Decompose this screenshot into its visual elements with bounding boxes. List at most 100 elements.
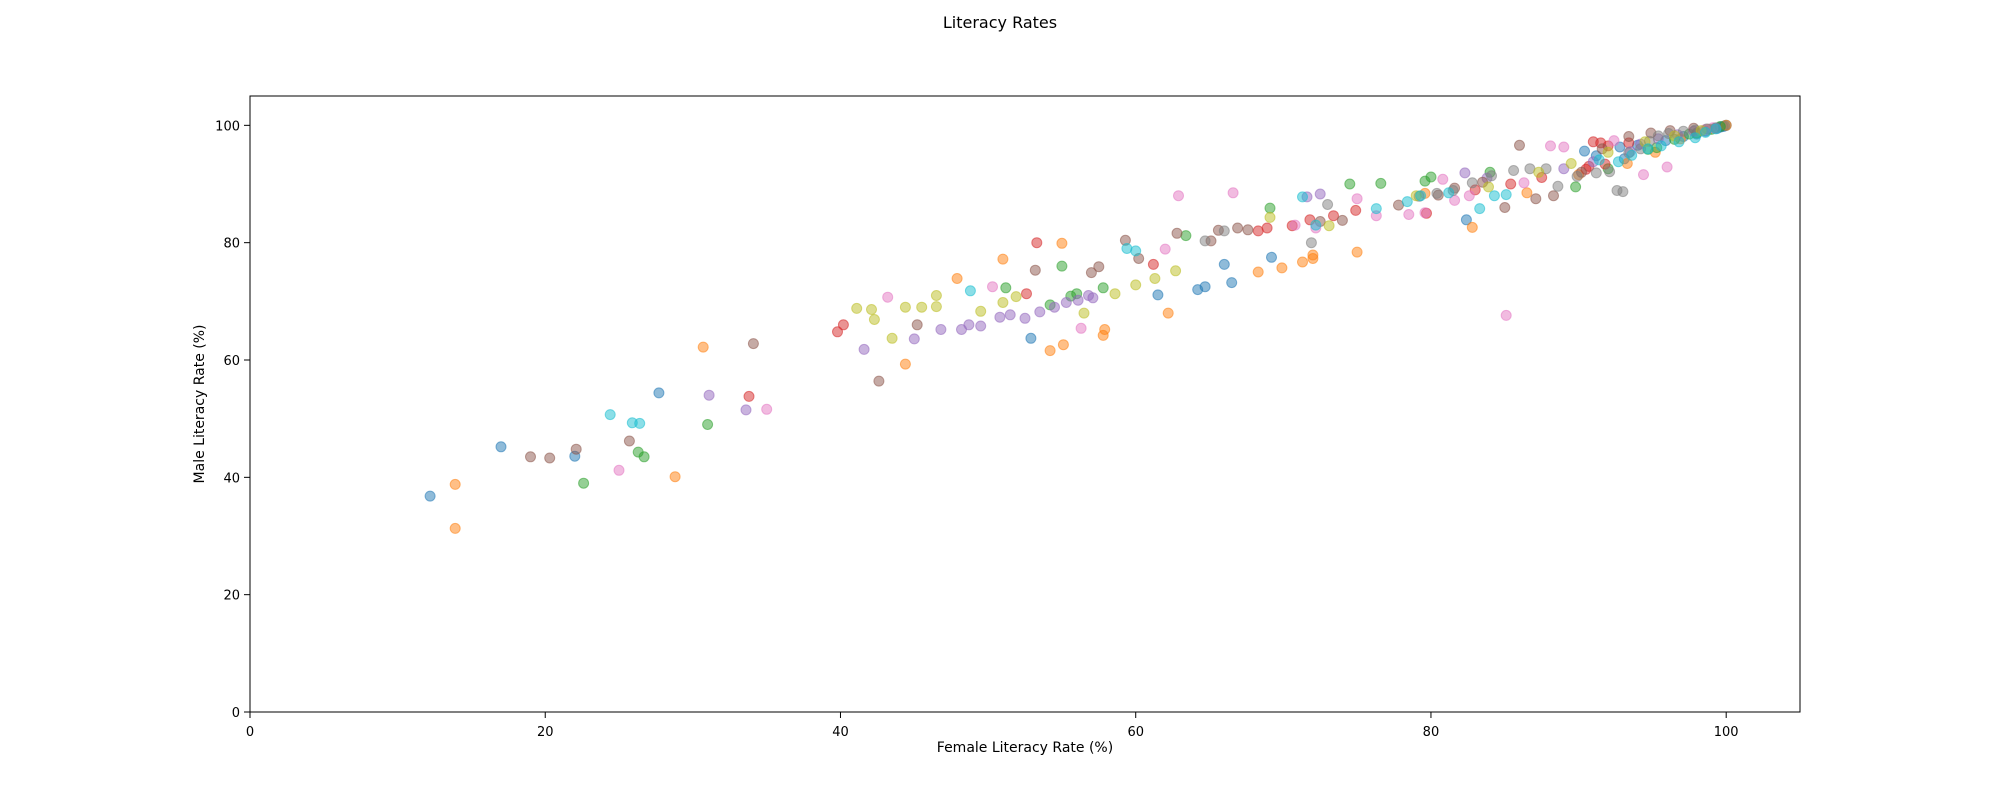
data-point xyxy=(1415,190,1427,202)
data-point xyxy=(1049,301,1060,313)
plot-frame xyxy=(249,95,1801,713)
data-point xyxy=(1500,309,1512,321)
data-point xyxy=(1019,312,1031,324)
data-point xyxy=(1558,141,1570,153)
data-point xyxy=(1031,237,1043,249)
data-point xyxy=(578,477,590,489)
data-point xyxy=(1604,166,1616,178)
data-point xyxy=(1044,345,1056,357)
data-point xyxy=(858,343,870,355)
data-point xyxy=(1297,191,1308,203)
x-tick-label: 0 xyxy=(246,725,254,740)
data-point xyxy=(1514,139,1525,151)
data-point xyxy=(1579,145,1590,157)
data-point xyxy=(1661,161,1673,173)
data-point xyxy=(1097,282,1109,294)
data-point xyxy=(1130,279,1142,291)
y-axis-label: Male Literacy Rate (%) xyxy=(192,325,208,484)
y-tick-label: 100 xyxy=(215,119,240,134)
data-point xyxy=(899,301,911,313)
data-point xyxy=(1344,178,1356,190)
data-point xyxy=(1004,309,1016,321)
data-point xyxy=(1431,187,1443,199)
data-point xyxy=(1508,165,1520,176)
data-point xyxy=(570,443,582,455)
data-point xyxy=(1370,203,1382,215)
data-point xyxy=(1000,282,1012,294)
y-tick-label: 40 xyxy=(223,471,240,486)
data-point xyxy=(935,324,947,335)
data-point xyxy=(1700,126,1711,138)
data-point xyxy=(1226,277,1238,289)
data-point xyxy=(1099,324,1111,335)
data-point xyxy=(623,435,635,447)
data-point xyxy=(1029,264,1041,276)
data-point xyxy=(1486,170,1497,182)
scatter-points xyxy=(424,119,1732,534)
data-point xyxy=(702,419,714,430)
x-tick-label: 100 xyxy=(1714,725,1739,740)
data-point xyxy=(604,409,616,421)
data-point xyxy=(1499,202,1511,213)
data-point xyxy=(1147,258,1159,270)
y-axis: 0 20 40 60 80 100 xyxy=(215,119,250,721)
x-axis-label: Female Literacy Rate (%) xyxy=(937,740,1113,756)
data-point xyxy=(951,273,963,284)
data-point xyxy=(1305,237,1317,249)
data-point xyxy=(1289,219,1301,231)
data-point xyxy=(1530,193,1542,205)
data-point xyxy=(1565,158,1577,169)
data-point xyxy=(1518,177,1530,189)
data-point xyxy=(1199,281,1211,293)
y-tick-label: 60 xyxy=(223,354,240,369)
data-point xyxy=(1078,307,1090,319)
data-point xyxy=(1060,297,1072,308)
data-point xyxy=(1488,190,1500,202)
data-point xyxy=(963,319,975,331)
data-point xyxy=(1558,163,1570,175)
data-point xyxy=(1375,177,1387,189)
data-point xyxy=(1152,289,1164,301)
data-point xyxy=(1322,199,1334,210)
data-point xyxy=(634,417,646,429)
data-point xyxy=(424,490,436,502)
data-point xyxy=(1460,214,1472,226)
data-point xyxy=(1072,294,1084,306)
data-point xyxy=(1505,178,1517,190)
data-point xyxy=(1180,230,1192,242)
y-tick-label: 0 xyxy=(232,706,240,721)
data-point xyxy=(1314,188,1326,200)
data-point xyxy=(1459,167,1471,179)
data-point xyxy=(525,451,536,463)
data-point xyxy=(1056,237,1068,249)
y-tick-label: 20 xyxy=(223,589,240,604)
data-point xyxy=(1612,156,1624,168)
data-point xyxy=(1010,291,1022,303)
data-point xyxy=(1677,125,1689,137)
data-point xyxy=(1264,211,1276,223)
data-point xyxy=(1626,149,1638,161)
x-tick-label: 20 xyxy=(537,725,554,740)
data-point xyxy=(1227,187,1239,199)
data-point xyxy=(994,311,1006,323)
data-point xyxy=(1242,224,1254,236)
data-point xyxy=(873,375,885,387)
data-point xyxy=(703,389,715,401)
data-point xyxy=(1266,251,1277,263)
data-point xyxy=(997,253,1009,265)
data-point xyxy=(1602,146,1614,158)
data-point xyxy=(851,302,863,314)
data-point xyxy=(1652,130,1664,142)
data-point xyxy=(761,403,773,415)
data-point xyxy=(832,326,843,338)
data-point xyxy=(1474,203,1486,215)
x-tick-label: 80 xyxy=(1423,725,1440,740)
data-point xyxy=(930,301,942,313)
data-point xyxy=(1276,262,1288,274)
data-point xyxy=(1521,187,1533,199)
data-point xyxy=(1466,221,1478,233)
data-point xyxy=(1336,214,1348,226)
data-point xyxy=(997,297,1009,308)
data-point xyxy=(1109,288,1121,300)
data-point xyxy=(1533,166,1545,178)
